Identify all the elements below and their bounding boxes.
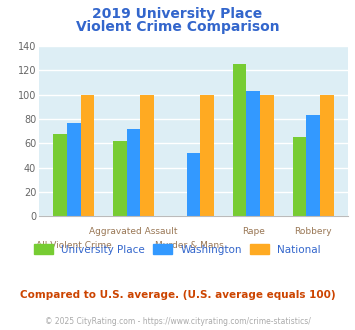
Bar [53, 134, 67, 216]
Bar [67, 123, 81, 216]
Legend: University Place, Washington, National: University Place, Washington, National [30, 240, 325, 259]
Bar [200, 95, 214, 216]
Bar [141, 95, 154, 216]
Text: All Violent Crime: All Violent Crime [36, 241, 111, 250]
Bar [246, 91, 260, 216]
Text: Murder & Mans...: Murder & Mans... [155, 241, 232, 250]
Text: Rape: Rape [242, 227, 265, 236]
Text: Violent Crime Comparison: Violent Crime Comparison [76, 20, 279, 34]
Bar [113, 141, 127, 216]
Bar [127, 129, 141, 216]
Bar [320, 95, 334, 216]
Text: Aggravated Assault: Aggravated Assault [89, 227, 178, 236]
Text: © 2025 CityRating.com - https://www.cityrating.com/crime-statistics/: © 2025 CityRating.com - https://www.city… [45, 317, 310, 326]
Text: 2019 University Place: 2019 University Place [92, 7, 263, 20]
Bar [306, 115, 320, 216]
Bar [81, 95, 94, 216]
Text: Robbery: Robbery [294, 227, 332, 236]
Text: Compared to U.S. average. (U.S. average equals 100): Compared to U.S. average. (U.S. average … [20, 290, 335, 300]
Bar [187, 153, 200, 216]
Bar [233, 64, 246, 216]
Bar [260, 95, 274, 216]
Bar [293, 137, 306, 216]
